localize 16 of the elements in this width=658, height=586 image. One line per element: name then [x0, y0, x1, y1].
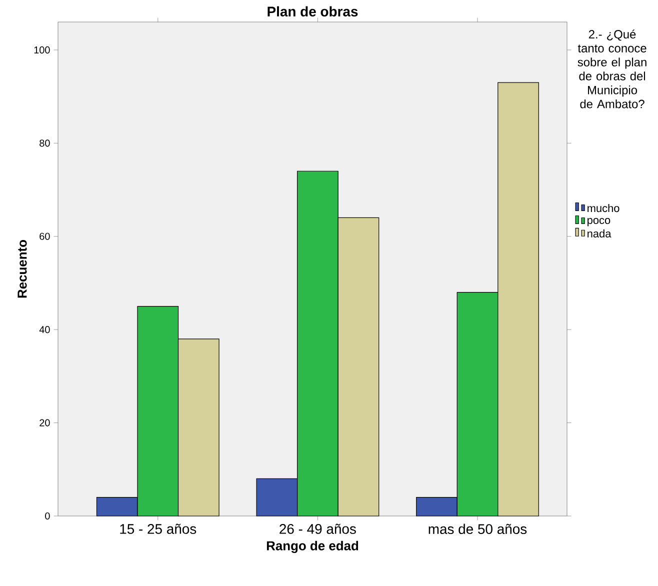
legend-label: mucho	[588, 204, 620, 212]
y-tick-label: 80	[40, 140, 50, 147]
y-tick-label: 60	[40, 232, 50, 240]
legend-label: poco	[588, 218, 610, 226]
legend-title: 2.- ¿Qué tanto conoce sobre el plan de obras del Municipio de Ambato?	[578, 30, 646, 108]
chart-title: Plan de obras	[268, 6, 358, 16]
x-tick-label: mas de 50 años	[428, 524, 527, 534]
x-tick-label: 26 - 49 años	[280, 524, 356, 534]
y-tick-label: 0	[45, 512, 50, 520]
x-tick-label: 15 - 25 años	[120, 524, 196, 534]
y-axis-title: Recuento	[18, 240, 27, 298]
y-tick-label: 20	[40, 419, 50, 426]
legend-label: nada	[588, 229, 612, 238]
x-axis-title: Rango de edad	[266, 540, 358, 553]
y-tick-label: 40	[39, 326, 50, 334]
y-tick-label: 100	[34, 46, 50, 54]
